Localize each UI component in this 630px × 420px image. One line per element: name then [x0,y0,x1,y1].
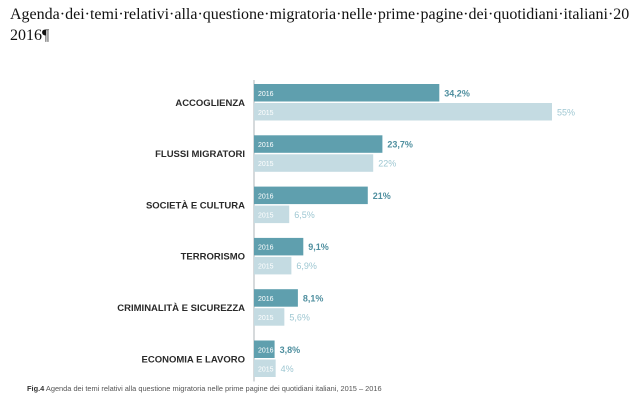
figure-caption: Fig.4 Agenda dei temi relativi alla ques… [27,384,617,393]
caption-text: Agenda dei temi relativi alla questione … [45,384,382,393]
bar-2015 [254,103,552,121]
bar-2016 [254,84,440,102]
series-label-2015: 2015 [258,161,274,168]
category-label: CRIMINALITÀ E SICUREZZA [117,303,245,314]
category-label: TERRORISMO [181,252,245,263]
bar-2016 [254,135,383,153]
data-label-2016: 23,7% [387,140,413,150]
data-label-2015: 22% [378,159,396,169]
bar-2016 [254,340,275,358]
series-label-2015: 2015 [258,366,274,373]
data-label-2015: 6,9% [296,261,317,271]
data-label-2015: 55% [557,107,575,117]
data-label-2015: 4% [281,364,294,374]
category-label: SOCIETÀ E CULTURA [146,200,245,211]
data-label-2015: 6,5% [294,210,315,220]
series-label-2016: 2016 [258,347,274,354]
bar-2016 [254,186,368,205]
data-label-2016: 34,2% [444,88,470,98]
series-label-2016: 2016 [258,91,274,98]
series-label-2016: 2016 [258,296,274,303]
bar-2015 [254,154,374,172]
bar-2016 [254,237,304,256]
category-label: ACCOGLIENZA [175,98,245,109]
data-label-2015: 5,6% [289,312,310,322]
series-label-2016: 2016 [258,193,274,200]
bar-2015 [254,359,276,377]
document-title: Agenda·dei·temi·relativi·alla·questione·… [10,6,630,44]
series-label-2015: 2015 [258,212,274,219]
series-label-2016: 2016 [258,142,274,149]
series-label-2016: 2016 [258,245,274,252]
bar-2016 [254,289,298,307]
data-label-2016: 9,1% [308,242,329,252]
bar-2015 [254,256,292,275]
bar-2015 [254,308,285,326]
category-label: FLUSSI MIGRATORI [155,149,245,160]
category-label: ECONOMIA E LAVORO [142,354,245,365]
series-label-2015: 2015 [258,264,274,271]
data-label-2016: 3,8% [280,345,301,355]
data-label-2016: 21% [373,191,391,201]
series-label-2015: 2015 [258,110,274,117]
caption-label: Fig.4 [27,384,45,393]
data-label-2016: 8,1% [303,293,324,303]
series-label-2015: 2015 [258,315,274,322]
bar-2015 [254,205,290,224]
